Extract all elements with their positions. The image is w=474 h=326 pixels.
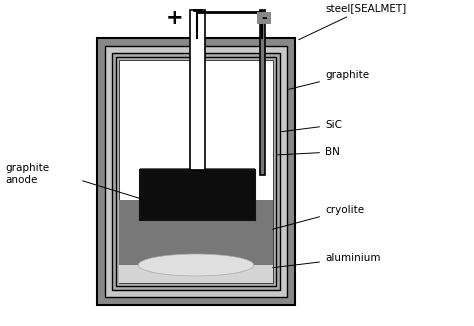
Text: cryolite: cryolite <box>273 205 364 229</box>
Bar <box>119 60 273 283</box>
Text: -: - <box>261 11 267 25</box>
Text: BN: BN <box>278 147 340 157</box>
Bar <box>112 53 280 290</box>
Bar <box>119 265 273 283</box>
Text: SiC: SiC <box>282 120 342 132</box>
Bar <box>119 200 273 283</box>
Ellipse shape <box>138 254 254 276</box>
Text: graphite: graphite <box>289 70 369 89</box>
Bar <box>260 10 265 175</box>
Text: aluminium: aluminium <box>273 253 381 268</box>
Bar <box>257 12 271 24</box>
Text: steel[SEALMET]: steel[SEALMET] <box>299 3 406 40</box>
Bar <box>140 170 255 220</box>
Text: +: + <box>166 8 184 28</box>
Bar <box>140 168 255 210</box>
Bar <box>105 46 287 297</box>
Bar <box>190 10 205 170</box>
Bar <box>97 38 295 305</box>
Bar <box>116 57 276 286</box>
Text: graphite: graphite <box>5 163 49 173</box>
Bar <box>119 200 273 270</box>
Text: anode: anode <box>5 175 37 185</box>
